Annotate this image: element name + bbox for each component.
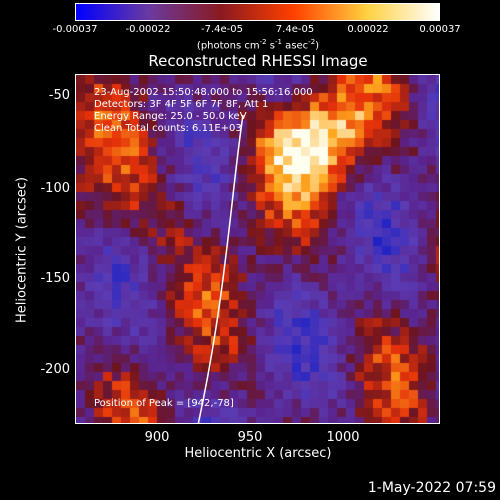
colorbar-units: (photons cm-2 s-1 asec-2) <box>196 38 320 52</box>
y-tick-label: -100 <box>40 181 70 196</box>
colorbar-tick-label: 0.00037 <box>419 24 461 35</box>
y-axis-label: Heliocentric Y (arcsec) <box>14 177 30 323</box>
colorbar-tick-label: 0.00022 <box>347 24 389 35</box>
info-peak-position: Position of Peak = [942,-78] <box>94 398 234 409</box>
rhessi-image-plot <box>75 74 440 424</box>
colorbar-tick-label: 7.4e-05 <box>275 24 315 35</box>
info-energy-range: Energy Range: 25.0 - 50.0 keV <box>94 111 247 122</box>
info-detectors: Detectors: 3F 4F 5F 6F 7F 8F, Att 1 <box>94 99 269 110</box>
info-time-range: 23-Aug-2002 15:50:48.000 to 15:56:16.000 <box>94 87 313 98</box>
y-tick-label: -150 <box>40 271 70 286</box>
x-axis-label: Heliocentric X (arcsec) <box>184 446 332 461</box>
x-tick-label: 950 <box>237 430 263 445</box>
y-tick-label: -200 <box>40 362 70 377</box>
colorbar-tick-label: -0.00022 <box>125 24 171 35</box>
x-tick-label: 1000 <box>326 430 360 445</box>
colorbar <box>75 3 440 21</box>
y-tick-label: -50 <box>48 88 70 103</box>
plot-title: Reconstructed RHESSI Image <box>148 52 368 70</box>
image-pixel-map <box>76 75 439 423</box>
colorbar-tick-label: -0.00037 <box>52 24 98 35</box>
colorbar-tick-label: -7.4e-05 <box>201 24 243 35</box>
timestamp: 1-May-2022 07:59 <box>367 480 496 496</box>
info-clean-counts: Clean Total counts: 6.11E+03 <box>94 123 242 134</box>
x-tick-label: 900 <box>144 430 170 445</box>
solar-limb-line <box>197 114 244 423</box>
